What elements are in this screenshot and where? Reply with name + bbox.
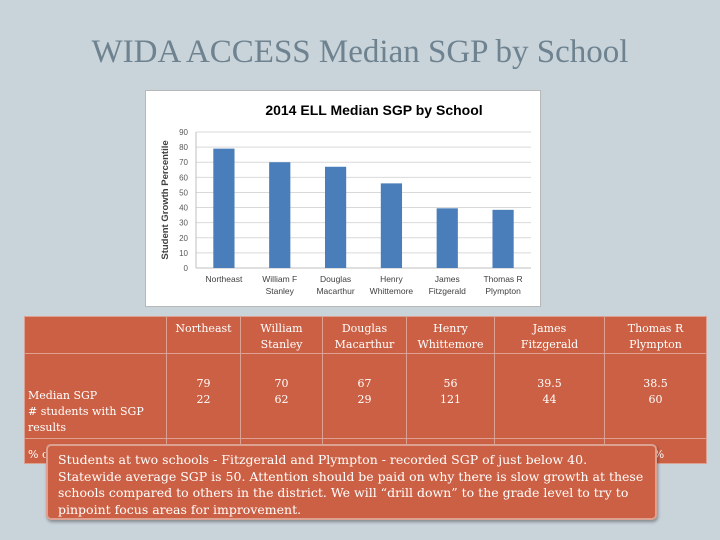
y-tick-label: 60: [179, 173, 188, 182]
y-axis-label: Student Growth Percentile: [160, 140, 171, 259]
table-header-cell: Henry Whittemore: [406, 316, 495, 354]
y-tick-label: 80: [179, 143, 188, 152]
table-header-row: Northeast William Stanley Douglas Macarthu…: [24, 316, 707, 354]
bar: [213, 148, 235, 268]
x-tick-label: Northeast: [205, 274, 242, 284]
table-cell: 38.5 60: [604, 353, 707, 439]
bar: [380, 183, 403, 268]
chart-title: 2014 ELL Median SGP by School: [265, 102, 482, 118]
table-header-cell: Northeast: [166, 316, 241, 354]
x-tick-label: Henry: [380, 274, 403, 284]
table-header-cell: Douglas Macarthur: [322, 316, 407, 354]
y-tick-label: 10: [179, 249, 188, 258]
table-header-cell: William Stanley: [240, 316, 323, 354]
table-cell: 70 62: [240, 353, 323, 439]
bar: [436, 208, 458, 268]
bar: [324, 166, 347, 268]
x-tick-label: Whittemore: [370, 286, 414, 296]
y-tick-label: 70: [179, 158, 188, 167]
x-tick-label: Stanley: [266, 286, 295, 296]
table-row: Median SGP # students with SGP results 7…: [24, 353, 707, 439]
x-tick-label: Macarthur: [316, 286, 354, 296]
table-header-cell: James Fitzgerald: [494, 316, 605, 354]
table-cell: 56 121: [406, 353, 495, 439]
row-label-median-sgp: Median SGP: [28, 389, 98, 402]
slide-title: WIDA ACCESS Median SGP by School: [91, 34, 629, 70]
row-label-students: # students with SGP results: [28, 405, 144, 434]
x-tick-label: Thomas R: [483, 274, 522, 284]
y-tick-label: 20: [179, 234, 188, 243]
summary-note: Students at two schools - Fitzgerald and…: [46, 444, 657, 520]
y-tick-label: 90: [179, 128, 188, 137]
x-tick-label: James: [435, 274, 460, 284]
x-tick-label: William F: [262, 274, 297, 284]
bar: [492, 209, 514, 268]
table-cell: 79 22: [166, 353, 241, 439]
school-data-table: Northeast William Stanley Douglas Macarthu…: [24, 316, 707, 464]
y-tick-label: 30: [179, 219, 188, 228]
chart-canvas: 2014 ELL Median SGP by School 0 10 20 30 40 50…: [160, 102, 531, 296]
row-label-cell: Median SGP # students with SGP results: [24, 353, 167, 439]
y-tick-label: 50: [179, 188, 188, 197]
bar-chart: 2014 ELL Median SGP by School 0 10 20 30 40 50…: [145, 90, 541, 307]
x-tick-label: Plympton: [485, 286, 521, 296]
table-corner-cell: [24, 316, 167, 354]
table-header-cell: Thomas R Plympton: [604, 316, 707, 354]
table-cell: 39.5 44: [494, 353, 605, 439]
y-tick-label: 0: [184, 264, 189, 273]
x-tick-label: Fitzgerald: [429, 286, 467, 296]
bar: [269, 162, 291, 268]
y-tick-label: 40: [179, 204, 188, 213]
table-cell: 67 29: [322, 353, 407, 439]
x-tick-label: Douglas: [320, 274, 351, 284]
